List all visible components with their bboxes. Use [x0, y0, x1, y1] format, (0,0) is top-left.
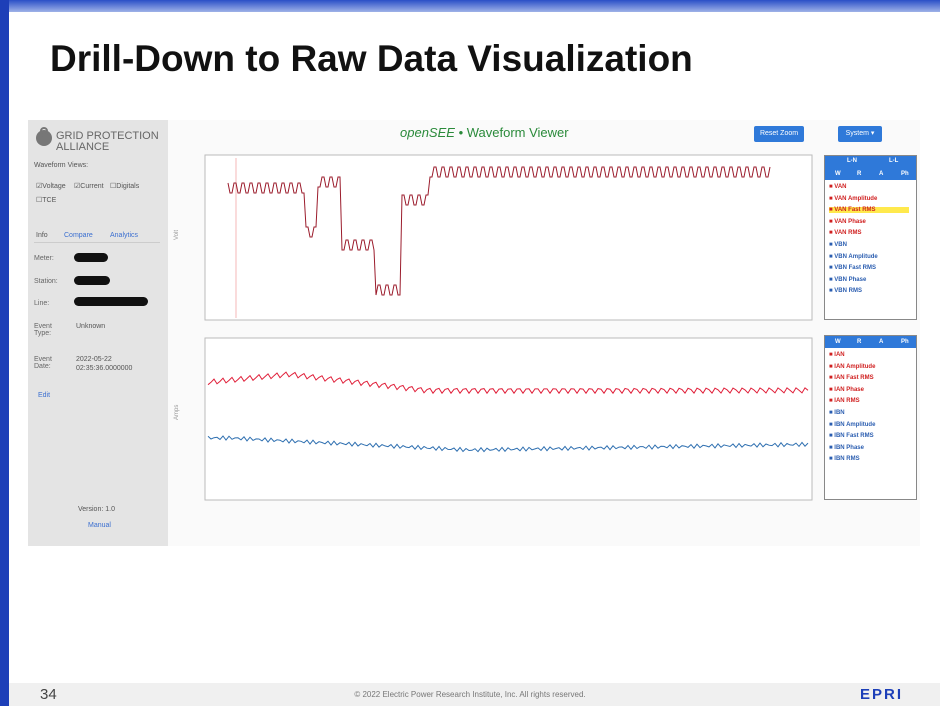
- charts: Volt Amps: [174, 154, 813, 501]
- legend-item: ■ VAN Amplitude: [829, 195, 878, 202]
- legend-item: ■ IAN Phase: [829, 386, 864, 393]
- top-border: [0, 0, 940, 12]
- legend-column-bar: [825, 168, 916, 180]
- field-value: 02:35:36.0000000: [76, 365, 133, 372]
- current-legend: W R A Ph ■ IAN ■ IAN Amplitude ■ IAN Fast RMS ■…: [824, 335, 917, 500]
- slide-title: Drill-Down to Raw Data Visualization: [50, 38, 693, 79]
- field-label: Event Type:: [34, 323, 52, 337]
- legend-item: ■ IAN Amplitude: [829, 363, 876, 370]
- legend-column: W: [835, 171, 841, 177]
- legend-column: Ph: [901, 339, 909, 345]
- field-label: Event Date:: [34, 356, 52, 370]
- brand: GRID PROTECTION: [56, 130, 159, 142]
- tab[interactable]: Analytics: [110, 232, 139, 239]
- checkbox[interactable]: ☑Voltage: [36, 183, 66, 190]
- legend-item: ■ IAN Fast RMS: [829, 375, 874, 382]
- checkbox[interactable]: ☑Current: [74, 183, 104, 190]
- field-label: Line:: [34, 300, 50, 307]
- legend-column: A: [879, 171, 884, 177]
- field-label: Meter:: [34, 255, 54, 262]
- legend-item: ■ VBN Fast RMS: [829, 265, 876, 272]
- waveform: [207, 435, 809, 453]
- legend-column: R: [857, 171, 862, 177]
- waveform: [207, 371, 809, 395]
- legend-column: W: [835, 339, 841, 345]
- legend-item: ■ VBN RMS: [829, 288, 862, 295]
- system-select[interactable]: System ▾: [838, 126, 882, 142]
- field-value: Unknown: [76, 323, 106, 330]
- legend-item: ■ VBN: [829, 242, 847, 248]
- brand: ALLIANCE: [56, 141, 110, 153]
- legend-item: ■ IAN: [829, 352, 845, 358]
- reset-zoom-button[interactable]: Reset Zoom: [754, 126, 804, 142]
- legend-column: A: [879, 339, 884, 345]
- legend-item: ■ IBN Amplitude: [829, 421, 876, 428]
- legend-item: ■ VAN Phase: [829, 218, 866, 225]
- legend-item: ■ VBN Phase: [829, 276, 867, 283]
- legend-column: R: [857, 339, 862, 345]
- legend-item: ■ IBN Phase: [829, 444, 864, 451]
- manual-link[interactable]: Manual: [88, 522, 111, 529]
- legend-column: Ph: [901, 171, 909, 177]
- checkbox[interactable]: ☐TCE: [36, 197, 57, 204]
- legend-tab: L-N: [847, 158, 857, 164]
- field-value: 2022-05-22: [76, 356, 112, 363]
- copyright: © 2022 Electric Power Research Institute…: [354, 690, 586, 699]
- legend-item: ■ VBN Amplitude: [829, 253, 878, 260]
- voltage-legend: L-N L-L W R A Ph ■ VAN ■ VAN Amplitude ■ VAN Fas…: [824, 155, 917, 320]
- legend-column-bar: [825, 336, 916, 348]
- logo-icon: [36, 127, 52, 146]
- legend-item: ■ VAN: [829, 184, 847, 190]
- waveform: [227, 166, 771, 296]
- axis-label: Amps: [174, 405, 180, 420]
- legend-item: ■ IBN: [829, 410, 845, 416]
- field-label: Station:: [34, 278, 58, 285]
- version: Version: 1.0: [78, 506, 115, 513]
- legend-item: ■ VAN Fast RMS: [829, 207, 909, 214]
- page-number: 34: [40, 686, 57, 703]
- app-title: openSEE • Waveform Viewer: [400, 125, 569, 140]
- legend-tab-bar: [825, 156, 916, 168]
- tab[interactable]: Compare: [64, 232, 93, 239]
- legend-item: ■ IAN RMS: [829, 398, 860, 405]
- views-label: Waveform Views:: [34, 162, 89, 169]
- sidebar: GRID PROTECTION ALLIANCE Waveform Views:…: [28, 120, 168, 546]
- legend-tab: L-L: [889, 158, 899, 164]
- legend-item: ■ IBN RMS: [829, 456, 860, 463]
- checkbox[interactable]: ☐Digitals: [110, 183, 140, 190]
- axis-label: Volt: [174, 230, 180, 240]
- footer: [9, 683, 940, 706]
- edit-link[interactable]: Edit: [38, 392, 51, 399]
- legend-item: ■ IBN Fast RMS: [829, 433, 874, 440]
- left-border: [0, 0, 9, 706]
- legend-item: ■ VAN RMS: [829, 230, 862, 237]
- tab[interactable]: Info: [36, 232, 48, 239]
- logo: EPRI: [860, 686, 904, 703]
